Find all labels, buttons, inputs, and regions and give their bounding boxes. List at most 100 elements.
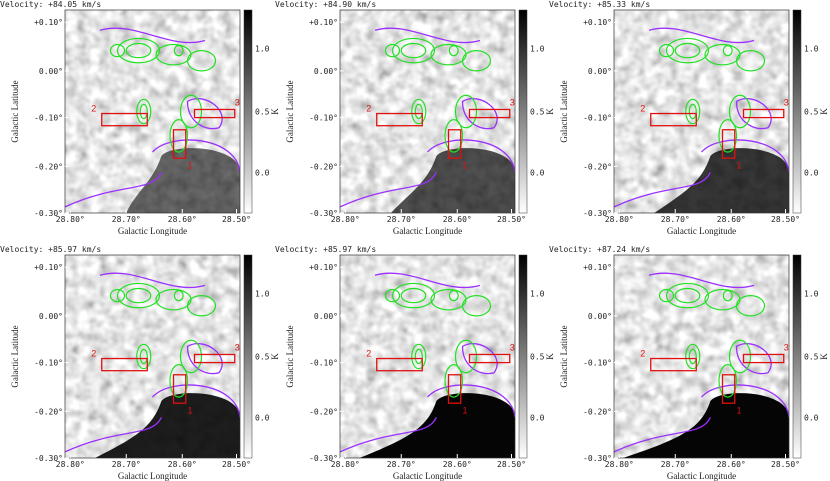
region-box	[742, 353, 785, 364]
green-contour	[139, 348, 148, 365]
panel-title: Velocity: +87.24 km/s	[549, 245, 650, 254]
green-contour	[384, 288, 401, 303]
region-label: 1	[737, 405, 742, 415]
y-tick-label: 0.00°	[588, 312, 612, 321]
colorbar-label: K	[819, 353, 829, 360]
y-tick-label: +0.10°	[583, 18, 612, 27]
region-box	[447, 374, 462, 404]
colorbar-tick-label: 0.5	[804, 353, 819, 362]
green-contour	[454, 339, 478, 374]
region-label: 2	[640, 104, 645, 114]
green-contour	[384, 43, 401, 58]
y-tick-label: -0.20°	[309, 162, 338, 171]
panel-title: Velocity: +85.33 km/s	[549, 0, 650, 9]
purple-contour	[374, 27, 498, 130]
green-contour	[400, 42, 427, 59]
colorbar-tick-label: 1.0	[530, 45, 545, 54]
colorbar-tick-label: 0.5	[255, 353, 270, 362]
purple-contour	[99, 27, 223, 130]
colorbar-tick-label: 0.0	[804, 168, 819, 177]
colorbar	[243, 9, 253, 214]
x-axis-label: Galactic Longitude	[118, 226, 187, 236]
x-axis-label: Galactic Longitude	[667, 226, 736, 236]
colorbar-tick-label: 1.0	[530, 290, 545, 299]
panel-title: Velocity: +85.97 km/s	[0, 245, 101, 254]
green-contour	[411, 343, 427, 370]
y-tick-label: -0.10°	[34, 359, 63, 368]
colorbar-tick-label: 0.0	[255, 413, 270, 422]
purple-contour	[374, 272, 498, 375]
green-contour	[722, 44, 733, 57]
green-contour	[125, 287, 152, 304]
x-tick-label: 28.80°	[56, 460, 85, 469]
y-tick-label: 0.00°	[39, 312, 63, 321]
colorbar-tick-label: 1.0	[804, 290, 819, 299]
region-label: 3	[784, 342, 789, 352]
colorbar-tick-label: 1.0	[255, 290, 270, 299]
y-tick-label: -0.20°	[34, 407, 63, 416]
green-contour	[414, 348, 423, 365]
region-box	[172, 129, 187, 159]
colorbar-tick-label: 0.0	[530, 413, 545, 422]
y-tick-label: -0.10°	[309, 359, 338, 368]
colorbar	[518, 254, 528, 459]
purple-contour	[648, 27, 772, 130]
x-tick-label: 28.60°	[717, 215, 746, 224]
region-label: 3	[784, 97, 789, 107]
colorbar-label: K	[545, 353, 555, 360]
y-axis-label: Galactic Latitude	[10, 325, 20, 387]
x-tick-label: 28.60°	[168, 215, 197, 224]
green-contour	[454, 94, 478, 129]
y-tick-label: -0.20°	[583, 162, 612, 171]
y-tick-label: -0.30°	[309, 454, 338, 463]
purple-contour	[340, 139, 515, 208]
dark-cloud	[622, 393, 789, 458]
region-box	[193, 108, 236, 119]
map-image	[340, 255, 515, 458]
map-image	[65, 255, 240, 458]
y-tick-label: +0.10°	[309, 18, 338, 27]
y-tick-label: -0.30°	[34, 209, 63, 218]
x-tick-label: 28.50°	[497, 215, 526, 224]
green-contour	[674, 287, 701, 304]
green-contour	[665, 37, 710, 64]
green-contour	[136, 98, 152, 125]
x-tick-label: 28.70°	[112, 460, 141, 469]
dark-cloud	[126, 148, 240, 213]
x-tick-label: 28.80°	[56, 215, 85, 224]
y-tick-label: 0.00°	[314, 67, 338, 76]
region-box	[193, 353, 236, 364]
green-contour	[685, 98, 701, 125]
green-contour	[109, 43, 126, 58]
y-tick-label: -0.30°	[309, 209, 338, 218]
colorbar	[518, 9, 528, 214]
green-contour	[461, 49, 492, 72]
frame	[64, 9, 241, 214]
green-contour	[414, 103, 423, 120]
green-contour	[139, 103, 148, 120]
green-contour	[169, 119, 189, 153]
region-label: 1	[737, 160, 742, 170]
colorbar-tick-label: 1.0	[255, 45, 270, 54]
colorbar	[792, 254, 802, 459]
panel: Velocity: +87.24 km/s 1 2 3 28.80° 28.70° 28.6…	[549, 245, 829, 481]
frame	[64, 254, 241, 459]
y-tick-label: -0.10°	[583, 114, 612, 123]
green-contour	[735, 295, 766, 317]
colorbar	[243, 254, 253, 459]
region-label: 2	[366, 104, 371, 114]
panel-title: Velocity: +84.05 km/s	[0, 0, 101, 9]
region-box	[376, 357, 423, 372]
x-tick-label: 28.50°	[497, 460, 526, 469]
purple-contour	[340, 384, 515, 453]
region-box	[468, 108, 511, 119]
purple-contour	[614, 139, 789, 208]
green-contour	[722, 289, 733, 302]
region-box	[101, 112, 148, 127]
region-box	[742, 108, 785, 119]
green-contour	[728, 94, 752, 129]
green-contour	[444, 119, 464, 153]
green-contour	[674, 42, 701, 59]
region-box	[101, 357, 148, 372]
